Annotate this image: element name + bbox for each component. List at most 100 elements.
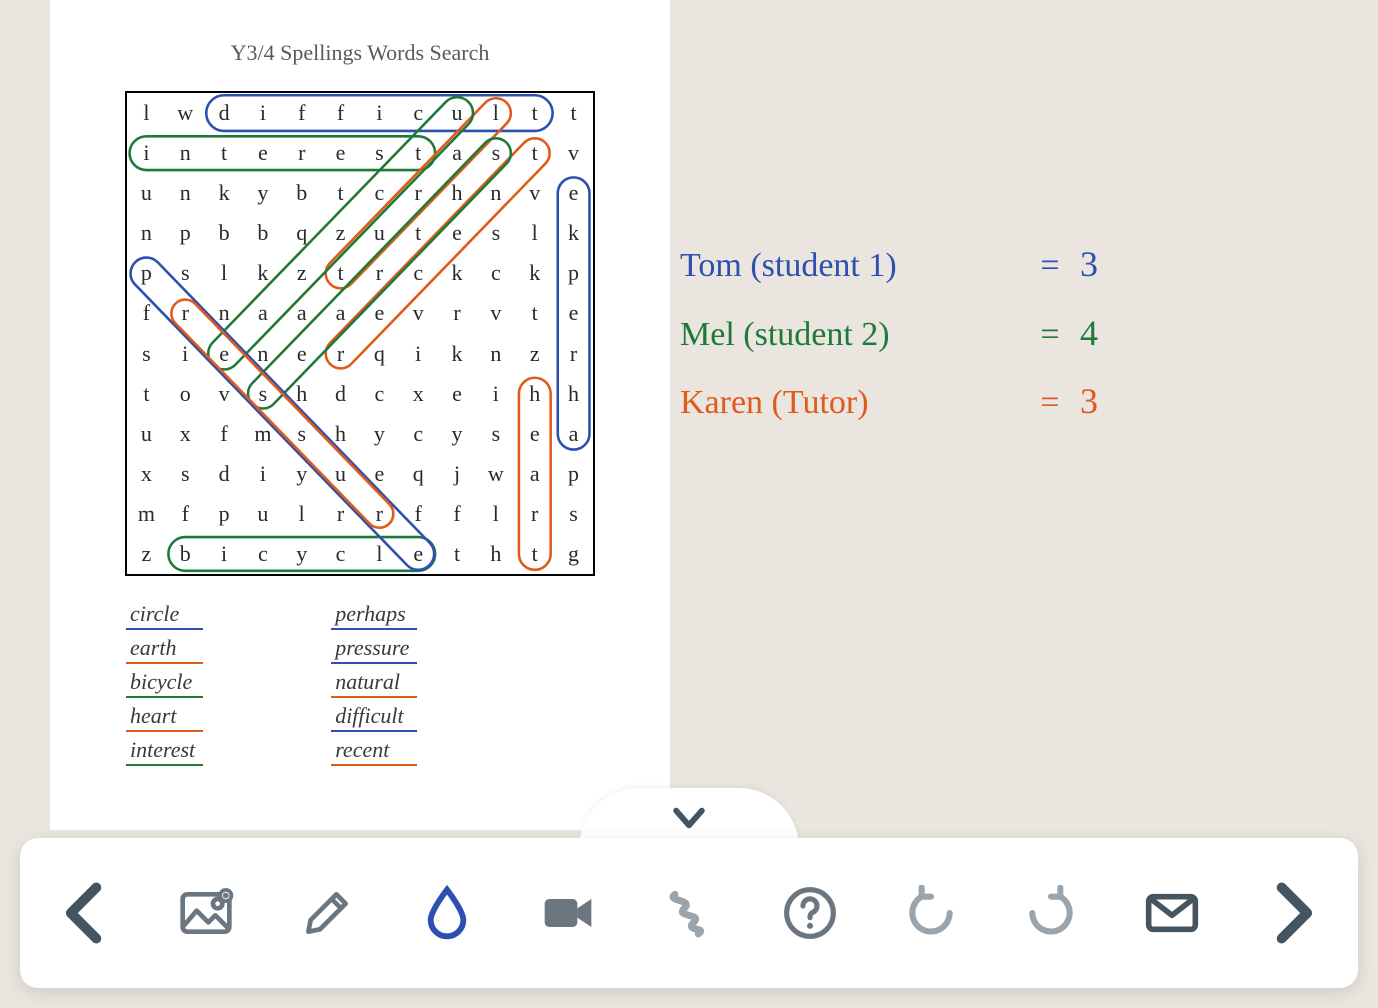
grid-cell: u xyxy=(127,414,166,454)
grid-cell: d xyxy=(205,93,244,133)
grid-cell: i xyxy=(243,93,282,133)
word-item: circle xyxy=(130,601,195,629)
grid-cell: p xyxy=(205,494,244,534)
grid-cell: t xyxy=(515,93,554,133)
grid-cell: y xyxy=(438,414,477,454)
help-button[interactable] xyxy=(775,878,845,948)
chevron-right-icon xyxy=(1259,879,1327,947)
grid-cell: a xyxy=(438,133,477,173)
word-item: pressure xyxy=(335,635,409,663)
pencil-button[interactable] xyxy=(292,878,362,948)
grid-cell: t xyxy=(321,173,360,213)
grid-cell: x xyxy=(166,414,205,454)
undo-button[interactable] xyxy=(896,878,966,948)
next-button[interactable] xyxy=(1258,878,1328,948)
grid-cell: r xyxy=(399,173,438,213)
grid-cell: t xyxy=(399,133,438,173)
grid-cell: e xyxy=(321,133,360,173)
word-list-left: circleearthbicycleheartinterest xyxy=(130,601,195,765)
grid-cell: t xyxy=(515,293,554,333)
grid-cell: n xyxy=(476,333,515,373)
grid-cell: i xyxy=(243,454,282,494)
grid-cell: y xyxy=(282,534,321,574)
grid-cell: m xyxy=(127,494,166,534)
grid-cell: l xyxy=(127,93,166,133)
grid-cell: k xyxy=(438,333,477,373)
help-icon xyxy=(782,885,838,941)
grid-cell: e xyxy=(399,534,438,574)
grid-cell: i xyxy=(360,93,399,133)
video-button[interactable] xyxy=(533,878,603,948)
word-item: natural xyxy=(335,669,409,697)
grid-cell: e xyxy=(360,454,399,494)
grid-cell: l xyxy=(205,253,244,293)
grid-cell: o xyxy=(166,374,205,414)
grid-cell: s xyxy=(554,494,593,534)
grid-cell: z xyxy=(515,333,554,373)
grid-cell: c xyxy=(321,534,360,574)
grid-cell: z xyxy=(282,253,321,293)
grid-cell: p xyxy=(166,213,205,253)
grid-cell: r xyxy=(321,333,360,373)
grid-cell: c xyxy=(476,253,515,293)
grid-cell: d xyxy=(205,454,244,494)
grid-cell: s xyxy=(127,333,166,373)
grid-cell: f xyxy=(166,494,205,534)
grid-cell: t xyxy=(399,213,438,253)
grid-cell: t xyxy=(205,133,244,173)
image-button[interactable] xyxy=(171,878,241,948)
note-text: Mel (student 2) xyxy=(680,303,1020,368)
grid-cell: y xyxy=(360,414,399,454)
prev-button[interactable] xyxy=(50,878,120,948)
grid-cell: r xyxy=(554,333,593,373)
grid-cell: s xyxy=(282,414,321,454)
grid-cell: q xyxy=(360,333,399,373)
note-line: Karen (Tutor)=3 xyxy=(680,367,1320,436)
word-item: perhaps xyxy=(335,601,409,629)
video-icon xyxy=(540,885,596,941)
grid-cell: q xyxy=(399,454,438,494)
grid-cell: v xyxy=(515,173,554,213)
grid-cell: p xyxy=(127,253,166,293)
note-text: Tom (student 1) xyxy=(680,234,1020,299)
grid-cell: v xyxy=(205,374,244,414)
grid-cell: a xyxy=(554,414,593,454)
grid-cell: q xyxy=(282,213,321,253)
word-search-grid: lwdifficulttinterestastvunkybtcrhnvenpbb… xyxy=(125,91,595,576)
grid-cell: w xyxy=(166,93,205,133)
grid-cell: f xyxy=(399,494,438,534)
pencil-icon xyxy=(299,885,355,941)
mail-button[interactable] xyxy=(1137,878,1207,948)
grid-cell: b xyxy=(243,213,282,253)
grid-cell: c xyxy=(399,93,438,133)
grid-cell: r xyxy=(282,133,321,173)
redo-button[interactable] xyxy=(1016,878,1086,948)
grid-cell: h xyxy=(554,374,593,414)
mail-icon xyxy=(1144,885,1200,941)
grid-cell: n xyxy=(127,213,166,253)
grid-cell: s xyxy=(476,133,515,173)
grid-table: lwdifficulttinterestastvunkybtcrhnvenpbb… xyxy=(127,93,593,574)
grid-cell: t xyxy=(438,534,477,574)
grid-cell: s xyxy=(476,213,515,253)
grid-cell: n xyxy=(166,133,205,173)
word-item: difficult xyxy=(335,703,409,731)
grid-cell: i xyxy=(166,333,205,373)
grid-cell: a xyxy=(282,293,321,333)
grid-cell: y xyxy=(282,454,321,494)
grid-cell: h xyxy=(515,374,554,414)
note-line: Tom (student 1)=3 xyxy=(680,230,1320,299)
grid-cell: n xyxy=(205,293,244,333)
grid-cell: a xyxy=(321,293,360,333)
eraser-button[interactable] xyxy=(654,878,724,948)
grid-cell: e xyxy=(438,213,477,253)
grid-cell: u xyxy=(360,213,399,253)
grid-cell: r xyxy=(321,494,360,534)
grid-cell: c xyxy=(243,534,282,574)
ink-color-button[interactable] xyxy=(412,878,482,948)
drop-icon xyxy=(419,885,475,941)
equals-sign: = xyxy=(1020,303,1080,368)
note-text: Karen (Tutor) xyxy=(680,371,1020,436)
grid-cell: h xyxy=(438,173,477,213)
note-score: 3 xyxy=(1080,244,1098,284)
